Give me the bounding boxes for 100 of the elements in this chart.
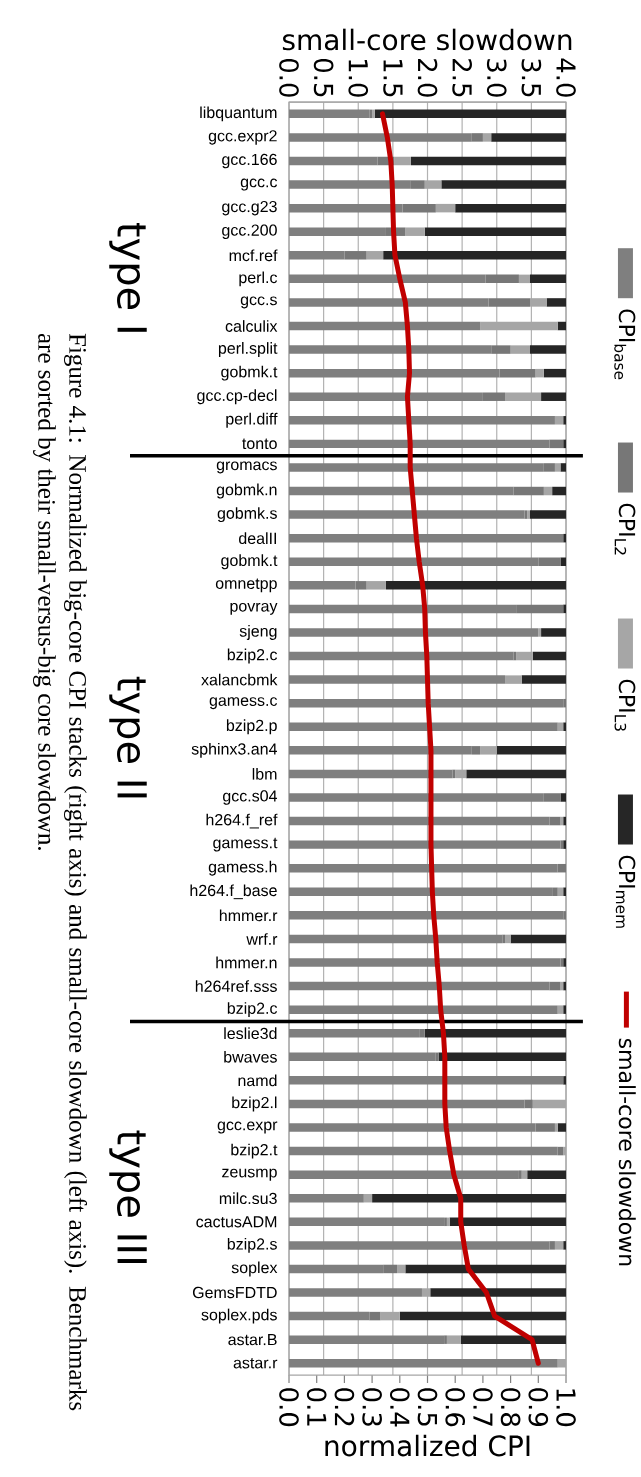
y-tick-label: namd [238, 1074, 277, 1087]
bar [563, 1005, 566, 1014]
bar [289, 722, 558, 731]
y-tick-label: gamess.h [208, 860, 277, 876]
x2-tick-label: 2.5 [452, 59, 472, 97]
y-tick-label: h264ref.sss [195, 980, 277, 992]
bar [554, 1241, 564, 1250]
y-tick-label: gobmk.t [221, 554, 278, 570]
bar [510, 934, 566, 944]
bar [460, 1335, 566, 1344]
bar [563, 604, 566, 614]
legend-label: CPI$_{L3}$ [614, 679, 636, 731]
bar [560, 557, 566, 566]
bar [289, 109, 370, 119]
bar [510, 345, 530, 354]
bar [532, 651, 566, 661]
bar [563, 1241, 566, 1250]
bar [399, 1311, 566, 1321]
bar [289, 698, 564, 708]
bar [563, 439, 566, 449]
bar [557, 1005, 564, 1014]
y-tick-label: gamess.c [209, 697, 278, 710]
bar [289, 321, 481, 331]
bar [482, 133, 492, 142]
x2-tick-label: 3.5 [521, 59, 542, 97]
x-axis-title: normalized CPI [325, 1434, 530, 1457]
bar [554, 1123, 558, 1132]
y-tick-label: libquantum [200, 106, 277, 122]
bar [480, 321, 558, 331]
bar [455, 769, 467, 779]
y-tick-label: gobmk.n [216, 483, 277, 499]
bar [505, 392, 542, 401]
bar [289, 1335, 445, 1344]
caption: Figure 4.1: Normalized big-core CPI stacks (right axis) and small-core slowdown (left axis). Benchmarks are sorted by their small-versus-big core slowdown. [33, 333, 88, 1411]
bar [397, 1264, 406, 1274]
bar [563, 533, 566, 543]
y-tick-label: cactusADM [196, 1216, 277, 1228]
y-tick-label: calculix [225, 320, 278, 332]
text: type III [109, 1130, 147, 1263]
bar [505, 934, 511, 944]
bar [563, 722, 566, 731]
bar [410, 156, 566, 166]
y-tick-label: wrf.r [246, 933, 278, 945]
bar [530, 510, 566, 519]
bar [530, 345, 566, 354]
y-tick-label: gromacs [216, 461, 277, 474]
y-tick-label: gamess.t [213, 837, 278, 852]
bar [430, 1288, 566, 1297]
bar [446, 1335, 461, 1344]
bar [438, 1052, 566, 1062]
bar [289, 1005, 558, 1014]
bar [289, 533, 564, 543]
bar [557, 321, 566, 331]
y-tick-label: perl.c [239, 271, 278, 287]
bar [421, 1288, 431, 1297]
y-tick-label: gcc.200 [222, 224, 277, 239]
bar [563, 1076, 566, 1085]
y-tick-label: gobmk.t [221, 365, 278, 381]
y-tick-label: perl.split [218, 342, 278, 358]
bar [383, 251, 566, 260]
y-tick-label: tonto [242, 438, 277, 450]
y-tick-label: bzip2.l [232, 1096, 277, 1112]
bar [424, 227, 566, 236]
y-tick-label: hmmer.r [219, 909, 278, 922]
bar [521, 1170, 528, 1179]
x2-tick-label: 0.0 [279, 58, 299, 97]
y-tick-label: gcc.166 [222, 153, 277, 169]
bar [449, 1217, 566, 1227]
bar [560, 793, 566, 802]
y-tick-label: astar.B [228, 1334, 277, 1346]
bar [516, 651, 533, 661]
y-tick-label: bzip2.c [227, 1002, 278, 1018]
bar [289, 1217, 445, 1227]
x-tick-label: 0.9 [528, 1388, 549, 1427]
bar [557, 1123, 566, 1132]
bar [538, 628, 542, 637]
bar [535, 368, 544, 378]
bar [405, 1264, 566, 1274]
bar [289, 934, 503, 944]
x-tick-label: 0.3 [362, 1388, 382, 1426]
legend-label: CPI$_{L2}$ [614, 503, 636, 555]
bar [289, 911, 564, 920]
y-tick-label: astar.r [233, 1358, 278, 1369]
x2-tick-label: 1.0 [348, 60, 369, 97]
bar [289, 510, 525, 519]
y-tick-label: milc.su3 [219, 1192, 277, 1205]
y-tick-label: zeusmp [222, 1168, 277, 1181]
y-tick-label: lbm [252, 768, 277, 780]
bar [563, 416, 566, 425]
x-tick-label: 0.7 [473, 1388, 493, 1426]
bar [554, 416, 564, 425]
bar [435, 203, 456, 213]
x-tick-label: 0.6 [445, 1388, 466, 1427]
bar [289, 769, 453, 779]
legend-label: CPI$_{base}$ [614, 309, 636, 380]
bar [518, 274, 530, 284]
bar [491, 133, 566, 142]
bar [424, 1028, 566, 1038]
y-tick-label: omnetpp [215, 578, 277, 593]
y-tick-label: gcc.s04 [223, 790, 278, 805]
